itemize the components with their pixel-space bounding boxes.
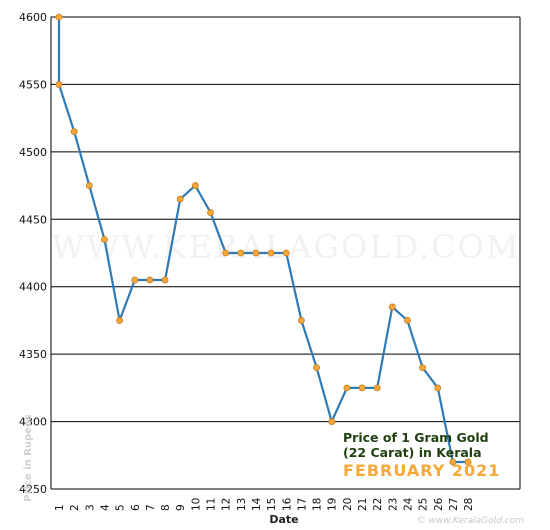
data-point-0-3: [85, 182, 93, 189]
axis-layer: [50, 17, 521, 490]
x-tick-label-6: 6: [130, 504, 142, 511]
y-axis-label: Price in Rupees: [23, 414, 34, 501]
x-tick-label-22: 22: [372, 498, 384, 511]
x-tick-label-18: 18: [312, 498, 324, 511]
x-tick-label-3: 3: [84, 504, 96, 511]
data-point-0-2: [70, 128, 78, 136]
x-tick-label-21: 21: [357, 498, 369, 511]
data-point-0-28: [464, 458, 472, 466]
x-tick-labels: 1 2 3 4 5 6 7 8 9 10 11 12 13 14 15 16 17 18 19 20 21 22 23 24 2…: [54, 497, 475, 511]
x-tick-label-28: 28: [463, 498, 475, 511]
x-tick-label-11: 11: [206, 498, 218, 511]
data-point-0-10: [191, 182, 199, 189]
x-tick-label-27: 27: [448, 498, 460, 511]
x-tick-label-19: 19: [327, 498, 339, 511]
y-tick-label-4600: 4600: [19, 11, 47, 24]
marker-layer: [55, 13, 472, 466]
title-line-3: FEBRUARY 2021: [343, 461, 500, 480]
y-tick-label-4400: 4400: [19, 281, 47, 294]
data-point-0-16: [282, 249, 290, 257]
data-point-0-7: [146, 276, 154, 284]
y-tick-labels: 4250 4300 4350 4400 4450 4500 4550 4600: [19, 11, 47, 496]
x-tick-label-23: 23: [387, 498, 399, 511]
data-point-0-17: [297, 317, 305, 324]
x-tick-label-24: 24: [402, 497, 414, 511]
y-tick-label-4500: 4500: [19, 146, 47, 159]
data-point-0-0: [55, 13, 63, 21]
chart-title: Price of 1 Gram Gold (22 Carat) in Keral…: [343, 430, 500, 480]
data-point-0-4: [101, 236, 108, 243]
x-tick-label-16: 16: [281, 497, 293, 511]
grid-layer: [51, 16, 520, 423]
data-point-0-14: [252, 249, 260, 257]
data-point-0-22: [373, 384, 381, 392]
x-tick-label-17: 17: [296, 498, 308, 511]
x-tick-label-9: 9: [175, 504, 187, 511]
x-tick-label-20: 20: [342, 498, 354, 511]
title-line-2: (22 Carat) in Kerala: [343, 445, 482, 460]
x-tick-label-12: 12: [221, 498, 233, 511]
data-point-0-18: [313, 364, 320, 372]
data-point-0-24: [404, 317, 411, 324]
data-point-0-25: [419, 364, 427, 372]
data-point-0-8: [161, 276, 169, 284]
data-point-0-12: [222, 249, 230, 257]
x-tick-label-8: 8: [160, 504, 172, 511]
data-point-0-20: [343, 384, 351, 392]
data-point-0-13: [237, 249, 245, 257]
data-point-0-1: [55, 81, 63, 88]
y-tick-label-4300: 4300: [19, 416, 47, 429]
x-tick-label-7: 7: [145, 504, 157, 511]
data-point-0-6: [131, 276, 139, 284]
y-tick-label-4550: 4550: [19, 78, 47, 91]
data-point-0-21: [358, 384, 366, 392]
credit-text: © www.KeralaGold.com: [417, 516, 525, 526]
data-point-0-9: [176, 195, 184, 203]
x-tick-label-1: 1: [54, 504, 66, 511]
x-tick-label-5: 5: [115, 504, 127, 511]
x-tick-label-25: 25: [418, 498, 430, 511]
watermark: WWW.KERALAGOLD.COM: [51, 228, 520, 266]
y-tick-label-4350: 4350: [19, 348, 47, 361]
data-point-0-15: [267, 249, 275, 257]
y-tick-label-4450: 4450: [19, 213, 47, 226]
x-tick-label-26: 26: [433, 497, 445, 511]
data-point-0-23: [388, 303, 396, 311]
data-point-0-11: [207, 209, 214, 216]
x-axis-label: Date: [269, 513, 298, 526]
x-tick-label-10: 10: [190, 498, 202, 511]
data-point-0-26: [434, 384, 442, 392]
x-tick-label-14: 14: [251, 497, 263, 511]
y-tick-label-4250: 4250: [19, 483, 47, 496]
x-tick-label-13: 13: [236, 498, 248, 511]
data-point-0-27: [449, 458, 457, 466]
data-point-0-19: [328, 418, 336, 425]
title-line-1: Price of 1 Gram Gold: [343, 430, 489, 445]
data-point-0-5: [116, 317, 123, 324]
x-tick-label-15: 15: [266, 498, 278, 511]
x-tick-label-2: 2: [69, 504, 81, 511]
x-tick-label-4: 4: [99, 504, 111, 511]
